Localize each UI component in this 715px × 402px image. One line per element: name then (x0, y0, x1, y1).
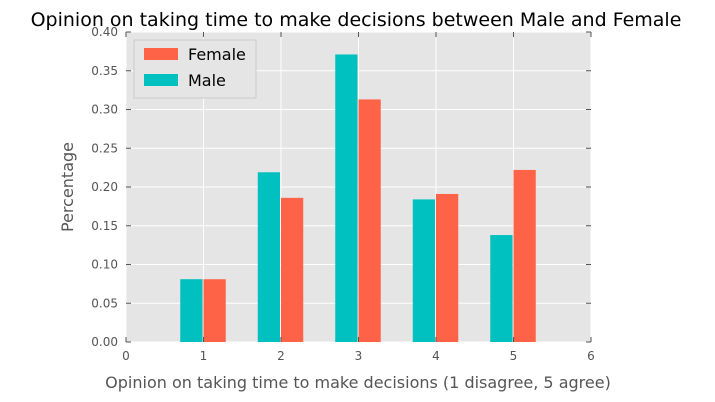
y-tick-label: 0.25 (91, 141, 118, 155)
bar-male-2 (257, 172, 280, 342)
y-tick-label: 0.10 (91, 258, 118, 272)
x-tick-label: 6 (587, 349, 595, 363)
bar-female-4 (436, 193, 459, 342)
bar-female-2 (281, 197, 304, 342)
bar-female-3 (358, 99, 381, 342)
y-tick-label: 0.15 (91, 219, 118, 233)
y-tick-label: 0.35 (91, 64, 118, 78)
x-tick-label: 2 (277, 349, 285, 363)
bar-male-3 (335, 54, 358, 342)
legend-swatch-female (144, 48, 178, 60)
x-tick-label: 3 (355, 349, 363, 363)
x-tick-label: 4 (432, 349, 440, 363)
y-tick-label: 0.40 (91, 25, 118, 39)
legend-label-male: Male (188, 71, 226, 90)
legend-swatch-male (144, 74, 178, 86)
bar-female-1 (203, 279, 226, 342)
y-tick-label: 0.30 (91, 103, 118, 117)
x-tick-label: 1 (200, 349, 208, 363)
legend: Female Male (133, 39, 257, 99)
legend-label-female: Female (188, 45, 246, 64)
chart-title: Opinion on taking time to make decisions… (31, 9, 682, 31)
bar-male-1 (180, 279, 203, 342)
y-axis-label: Percentage (58, 142, 77, 232)
x-tick-label: 5 (510, 349, 518, 363)
bar-male-5 (490, 235, 513, 342)
bar-male-4 (412, 199, 435, 342)
x-axis-label: Opinion on taking time to make decisions… (105, 373, 611, 392)
x-tick-label: 0 (122, 349, 130, 363)
y-tick-label: 0.00 (91, 335, 118, 349)
ticks: 0.00 0.05 0.10 0.15 0.20 0.25 0.30 0.35 0.40 0 1 2 3… (91, 25, 595, 363)
y-tick-label: 0.05 (91, 296, 118, 310)
y-tick-label: 0.20 (91, 180, 118, 194)
bar-female-5 (513, 169, 536, 342)
bars (180, 54, 536, 342)
